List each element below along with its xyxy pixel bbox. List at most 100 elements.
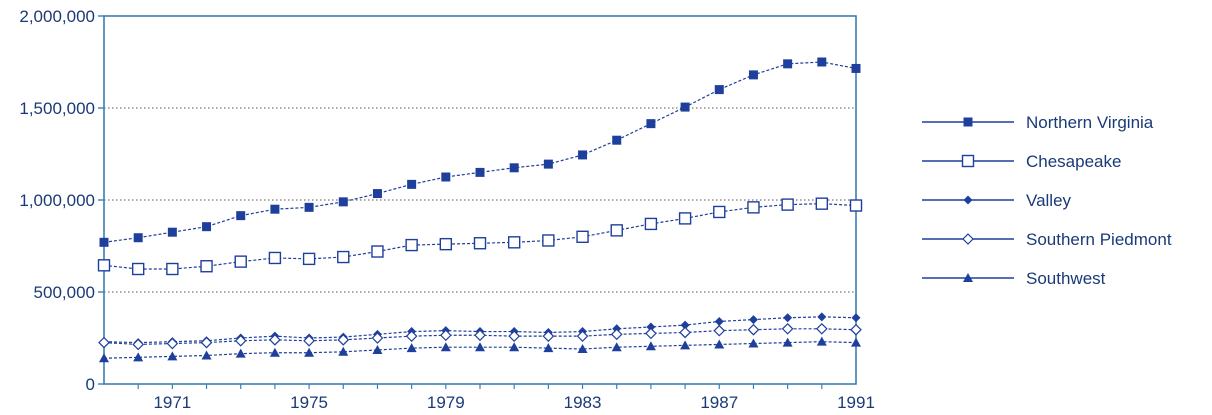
data-point-southwest (509, 342, 520, 352)
data-point-southwest (680, 340, 691, 350)
legend-marker (963, 195, 973, 205)
data-point-southern-piedmont (337, 333, 350, 346)
data-point-southern-piedmont (371, 332, 384, 344)
data-point-southwest (577, 344, 588, 354)
x-tick-label: 1971 (153, 393, 191, 412)
legend-label: Chesapeake (1026, 152, 1121, 171)
data-point-southern-piedmont (781, 322, 794, 335)
data-point-chesapeake (678, 212, 692, 225)
legend-label: Southern Piedmont (1026, 230, 1172, 249)
gridlines (104, 107, 856, 293)
data-point-southwest (440, 342, 451, 352)
data-point-northern-virginia (783, 59, 793, 69)
data-point-southern-piedmont (234, 334, 247, 347)
data-point-northern-virginia (372, 189, 382, 199)
x-tick-label: 1983 (564, 393, 602, 412)
data-point-chesapeake (507, 236, 521, 249)
data-point-chesapeake (644, 217, 658, 231)
data-point-southwest (543, 343, 554, 353)
series-lines (97, 57, 863, 363)
data-point-northern-virginia (748, 70, 758, 80)
data-point-northern-virginia (612, 135, 622, 145)
data-point-chesapeake (131, 262, 145, 276)
data-point-northern-virginia (167, 227, 177, 237)
data-point-northern-virginia (338, 197, 348, 207)
data-point-southern-piedmont (132, 338, 145, 351)
legend-item-southwest: Southwest (922, 269, 1106, 288)
data-point-southern-piedmont (645, 327, 657, 340)
y-tick-label: 1,000,000 (19, 191, 95, 210)
data-point-northern-virginia (99, 237, 109, 247)
series-line-chesapeake (103, 203, 857, 270)
data-point-northern-virginia (270, 204, 280, 214)
data-point-southwest (133, 352, 144, 362)
data-point-northern-virginia (817, 57, 827, 67)
legend-marker (962, 233, 974, 245)
data-point-southwest (99, 353, 109, 363)
data-point-chesapeake (576, 230, 589, 244)
data-point-southwest (372, 344, 383, 354)
data-point-valley (817, 312, 827, 322)
y-tick-label: 2,000,000 (19, 7, 95, 26)
legend-marker (961, 154, 975, 168)
data-point-chesapeake (849, 199, 863, 212)
data-point-chesapeake (371, 245, 384, 258)
data-point-northern-virginia (407, 179, 417, 189)
data-point-southwest (201, 350, 212, 360)
data-point-southern-piedmont (166, 337, 179, 350)
data-point-chesapeake (200, 260, 213, 273)
data-point-chesapeake (268, 251, 282, 265)
data-point-northern-virginia (680, 102, 690, 112)
data-point-northern-virginia (304, 202, 314, 212)
x-tick-label: 1979 (427, 393, 465, 412)
legend-item-chesapeake: Chesapeake (922, 152, 1121, 171)
data-point-southwest (714, 339, 725, 349)
x-tick-label: 1991 (837, 393, 875, 412)
data-point-chesapeake (781, 198, 794, 211)
y-tick-label: 0 (86, 375, 95, 394)
data-point-southwest (816, 336, 827, 346)
data-point-chesapeake (234, 255, 247, 268)
data-point-southwest (645, 341, 656, 351)
data-point-southwest (475, 342, 485, 352)
data-point-chesapeake (473, 237, 487, 250)
axes: 0 500,000 1,000,000 1,500,000 2,000,000 1971 1… (19, 7, 875, 412)
data-point-southern-piedmont (405, 330, 418, 343)
data-point-southwest (269, 347, 280, 357)
data-point-chesapeake (747, 201, 760, 214)
series-line-northern-virginia (103, 61, 857, 243)
data-point-southwest (304, 347, 315, 357)
data-point-southern-piedmont (474, 329, 486, 342)
legend: Northern Virginia Chesapeake Valley Souther… (922, 113, 1172, 288)
data-point-southern-piedmont (713, 324, 726, 337)
data-point-northern-virginia (578, 150, 588, 160)
data-point-southern-piedmont (576, 330, 589, 343)
x-tick-label: 1975 (290, 393, 328, 412)
data-point-valley (748, 315, 758, 325)
legend-item-valley: Valley (922, 191, 1072, 210)
y-tick-label: 1,500,000 (19, 99, 95, 118)
legend-marker (963, 273, 973, 282)
data-point-southwest (748, 338, 759, 348)
data-point-valley (714, 316, 724, 326)
data-point-southern-piedmont (303, 334, 315, 347)
data-point-northern-virginia (851, 63, 861, 73)
legend-label: Valley (1026, 191, 1072, 210)
data-point-northern-virginia (441, 172, 451, 182)
data-point-northern-virginia (509, 163, 519, 173)
data-point-chesapeake (337, 250, 350, 264)
data-point-valley (680, 320, 690, 330)
data-point-chesapeake (542, 234, 555, 247)
data-point-chesapeake (815, 197, 829, 210)
data-point-southern-piedmont (269, 333, 281, 346)
data-point-southern-piedmont (200, 336, 213, 349)
data-point-southwest (406, 343, 417, 353)
data-point-southwest (851, 337, 861, 347)
data-point-southern-piedmont (850, 323, 862, 336)
data-point-northern-virginia (236, 211, 246, 221)
data-point-valley (646, 322, 656, 332)
data-point-southwest (782, 337, 793, 347)
data-point-southwest (611, 342, 622, 352)
legend-label: Northern Virginia (1026, 113, 1154, 132)
